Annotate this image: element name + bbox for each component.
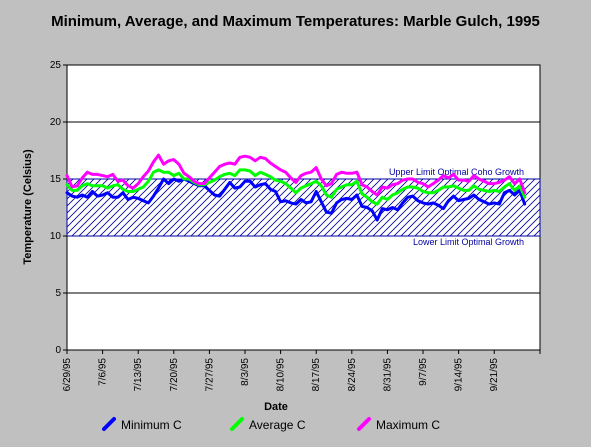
y-tick-label: 5 [55,288,61,299]
y-tick-label: 25 [50,60,62,71]
x-tick-label: 8/10/95 [276,358,287,392]
x-tick-label: 9/14/95 [454,358,465,392]
legend-label: Average C [249,418,306,432]
x-axis-label: Date [264,401,288,413]
series-line-minimum-c [65,177,527,222]
upper-limit-label: Upper Limit Optimal Coho Growth [389,167,524,177]
y-tick-label: 10 [50,231,62,242]
legend-swatch [230,417,244,431]
series-line-average-c [65,168,527,206]
x-tick-label: 6/29/95 [62,358,73,392]
legend-label: Minimum C [121,418,182,432]
series-lines [65,153,527,222]
x-tick-label: 7/20/95 [169,358,180,392]
y-tick-label: 0 [55,345,61,356]
series-line-maximum-c [65,153,527,197]
lower-limit-label: Lower Limit Optimal Growth [413,237,524,247]
x-tick-label: 7/27/95 [204,358,215,392]
x-tick-label: 7/6/95 [98,358,109,386]
x-axis-ticks: 6/29/95 7/6/95 7/13/95 7/20/95 7/27/95 8/3/95… [62,350,541,392]
y-axis-label: Temperature (Celsius) [22,149,34,265]
x-tick-label: 8/24/95 [347,358,358,392]
legend: Minimum C Average C Maximum C [102,417,440,432]
chart-title: Minimum, Average, and Maximum Temperatur… [51,13,540,30]
x-tick-label: 8/3/95 [240,358,251,386]
x-tick-label: 8/17/95 [311,358,322,392]
y-axis-ticks: 0 5 10 15 20 25 [50,60,67,356]
x-tick-label: 8/31/95 [382,358,393,392]
x-tick-label: 7/13/95 [133,358,144,392]
x-tick-label: 9/7/95 [418,358,429,386]
y-tick-label: 20 [50,117,62,128]
legend-swatch [102,417,116,431]
y-tick-label: 15 [50,174,62,185]
legend-label: Maximum C [376,418,440,432]
legend-swatch [357,417,371,431]
x-tick-label: 9/21/95 [489,358,500,392]
